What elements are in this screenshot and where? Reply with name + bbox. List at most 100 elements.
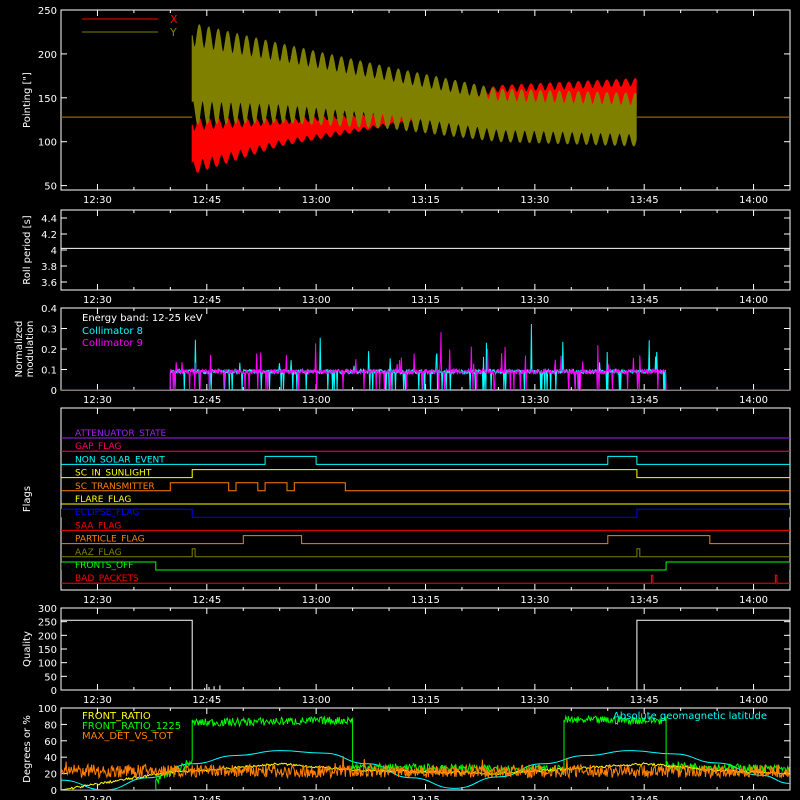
y-tick-label: 80 — [44, 720, 57, 731]
x-tick-label: 14:00 — [739, 595, 768, 606]
x-tick-label: 12:45 — [192, 795, 221, 800]
x-tick-label: 13:00 — [302, 295, 331, 306]
flag-line-particle-flag — [61, 535, 790, 545]
x-tick-label: 13:00 — [302, 595, 331, 606]
y-tick-label: 0.4 — [41, 304, 57, 315]
x-tick-label: 13:45 — [630, 595, 659, 606]
modulation-data — [61, 323, 790, 390]
x-tick-label: 13:15 — [411, 695, 440, 706]
x-tick-label: 13:45 — [630, 195, 659, 206]
y-tick-label: 250 — [38, 6, 57, 17]
y-tick-label: 250 — [38, 618, 57, 629]
legend-label-x: X — [170, 13, 178, 26]
y-tick-label: 0.3 — [41, 325, 57, 336]
x-tick-label: 13:15 — [411, 195, 440, 206]
pointing-y-axis-label: Pointing ["] — [22, 72, 33, 128]
x-tick-label: 12:45 — [192, 195, 221, 206]
x-tick-label: 12:45 — [192, 695, 221, 706]
y-tick-label: 0 — [51, 386, 57, 397]
series-absolute-geomagnetic-latitude — [61, 750, 790, 790]
flag-line-fronts-off — [61, 561, 790, 571]
x-tick-label: 12:30 — [83, 195, 112, 206]
x-tick-label: 12:45 — [192, 395, 221, 406]
x-tick-label: 13:45 — [630, 395, 659, 406]
x-tick-label: 13:45 — [630, 795, 659, 800]
x-tick-label: 13:15 — [411, 395, 440, 406]
panel-quality: 12:30 12:45 13:00 13:15 13:30 13:45 14:00 0 50 10… — [22, 604, 791, 706]
y-tick-label: 4 — [51, 246, 57, 257]
legend-label-collimator-8: Collimator 8 — [82, 326, 143, 337]
x-tick-label: 13:30 — [520, 295, 549, 306]
x-tick-label: 13:30 — [520, 795, 549, 800]
flag-label-saa-flag: SAA_FLAG — [75, 521, 121, 531]
flag-label-fronts-off: FRONTS_OFF — [75, 561, 133, 571]
y-tick-label: 200 — [38, 50, 57, 61]
x-tick-label: 14:00 — [739, 295, 768, 306]
y-tick-label: 0.1 — [41, 366, 57, 377]
flag-line-sc-in-sunlight — [61, 469, 790, 479]
flags-y-axis-label: Flags — [22, 486, 33, 512]
x-tick-label: 13:00 — [302, 795, 331, 800]
legend-label-max-det-vs-tot: MAX_DET_VS_TOT — [82, 731, 174, 742]
y-tick-label: 0.2 — [41, 345, 57, 356]
flag-label-particle-flag: PARTICLE_FLAG — [75, 535, 145, 545]
x-tick-label: 12:30 — [83, 395, 112, 406]
x-tick-label: 13:00 — [302, 695, 331, 706]
flag-line-non-solar-event — [61, 455, 790, 465]
legend-label-front-ratio: FRONT_RATIO — [82, 711, 151, 722]
series-front-ratio — [61, 762, 790, 790]
y-tick-label: 100 — [38, 659, 57, 670]
y-tick-label: 20 — [44, 770, 57, 781]
flag-label-aaz-flag: AAZ_FLAG — [75, 548, 122, 558]
flag-label-flare-flag: FLARE_FLAG — [75, 495, 131, 505]
x-tick-label: 12:45 — [192, 295, 221, 306]
flag-label-attenuator-state: ATTENUATOR_STATE — [75, 429, 167, 439]
flag-line-bad-packets — [61, 574, 790, 584]
x-tick-label: 14:00 — [739, 795, 768, 800]
x-tick-label: 13:15 — [411, 795, 440, 800]
x-tick-label: 12:45 — [192, 595, 221, 606]
panel-modulation: 12:30 12:45 13:00 13:15 13:30 13:45 14:00 0 0.1 0… — [14, 304, 791, 406]
quality-y-axis-label: Quality — [22, 631, 33, 667]
y-tick-label: 4.2 — [41, 230, 57, 241]
y-tick-label: 0 — [51, 686, 57, 697]
modulation-y-axis-label: modulation — [25, 321, 36, 378]
x-tick-label: 13:00 — [302, 395, 331, 406]
flag-line-aaz-flag — [61, 548, 790, 558]
x-tick-label: 13:45 — [630, 695, 659, 706]
energy-band-annotation: Energy band: 12-25 keV — [82, 313, 203, 324]
series-collimator-9 — [61, 332, 790, 390]
legend-label-absolute-geomagnetic-latitude: Absolute geomagnetic latitude — [613, 711, 767, 722]
x-tick-label: 13:45 — [630, 295, 659, 306]
y-tick-label: 0 — [51, 786, 57, 797]
panel-pointing: 12:30 12:45 13:00 13:15 13:30 13:45 14:00 50 100… — [22, 6, 791, 206]
flag-label-sc-transmitter: SC_TRANSMITTER — [75, 482, 155, 492]
flag-label-eclipse-flag: ECLIPSE_FLAG — [75, 508, 139, 518]
series-front-ratio-1225 — [61, 714, 790, 790]
x-tick-label: 12:30 — [83, 595, 112, 606]
x-tick-label: 13:15 — [411, 595, 440, 606]
panel-roll: 12:30 12:45 13:00 13:15 13:30 13:45 14:00 3.6 3.… — [22, 209, 791, 306]
x-tick-label: 14:00 — [739, 695, 768, 706]
legend-label-front-ratio-1225: FRONT_RATIO_1225 — [82, 721, 181, 732]
flag-label-non-solar-event: NON_SOLAR_EVENT — [75, 455, 165, 465]
x-tick-label: 13:30 — [520, 595, 549, 606]
x-tick-label: 12:30 — [83, 295, 112, 306]
roll-axes-frame — [60, 209, 791, 291]
geo-data — [61, 714, 790, 790]
modulation-y-axis-label: Normalized — [14, 321, 25, 378]
flags-axes-frame — [60, 407, 791, 591]
x-tick-label: 13:30 — [520, 395, 549, 406]
y-tick-label: 100 — [38, 138, 57, 149]
y-tick-label: 60 — [44, 737, 57, 748]
x-tick-label: 13:30 — [520, 195, 549, 206]
y-tick-label: 100 — [38, 704, 57, 715]
x-tick-label: 14:00 — [739, 395, 768, 406]
flag-label-gap-flag: GAP_FLAG — [75, 442, 121, 452]
x-tick-label: 12:30 — [83, 695, 112, 706]
flag-line-sc-transmitter — [61, 482, 790, 492]
panel-geo: 12:30 12:45 13:00 13:15 13:30 13:45 14:00 0 20 40… — [22, 704, 791, 800]
flag-label-sc-in-sunlight: SC_IN_SUNLIGHT — [75, 469, 152, 479]
roll-y-axis-label: Roll period [s] — [22, 215, 33, 284]
